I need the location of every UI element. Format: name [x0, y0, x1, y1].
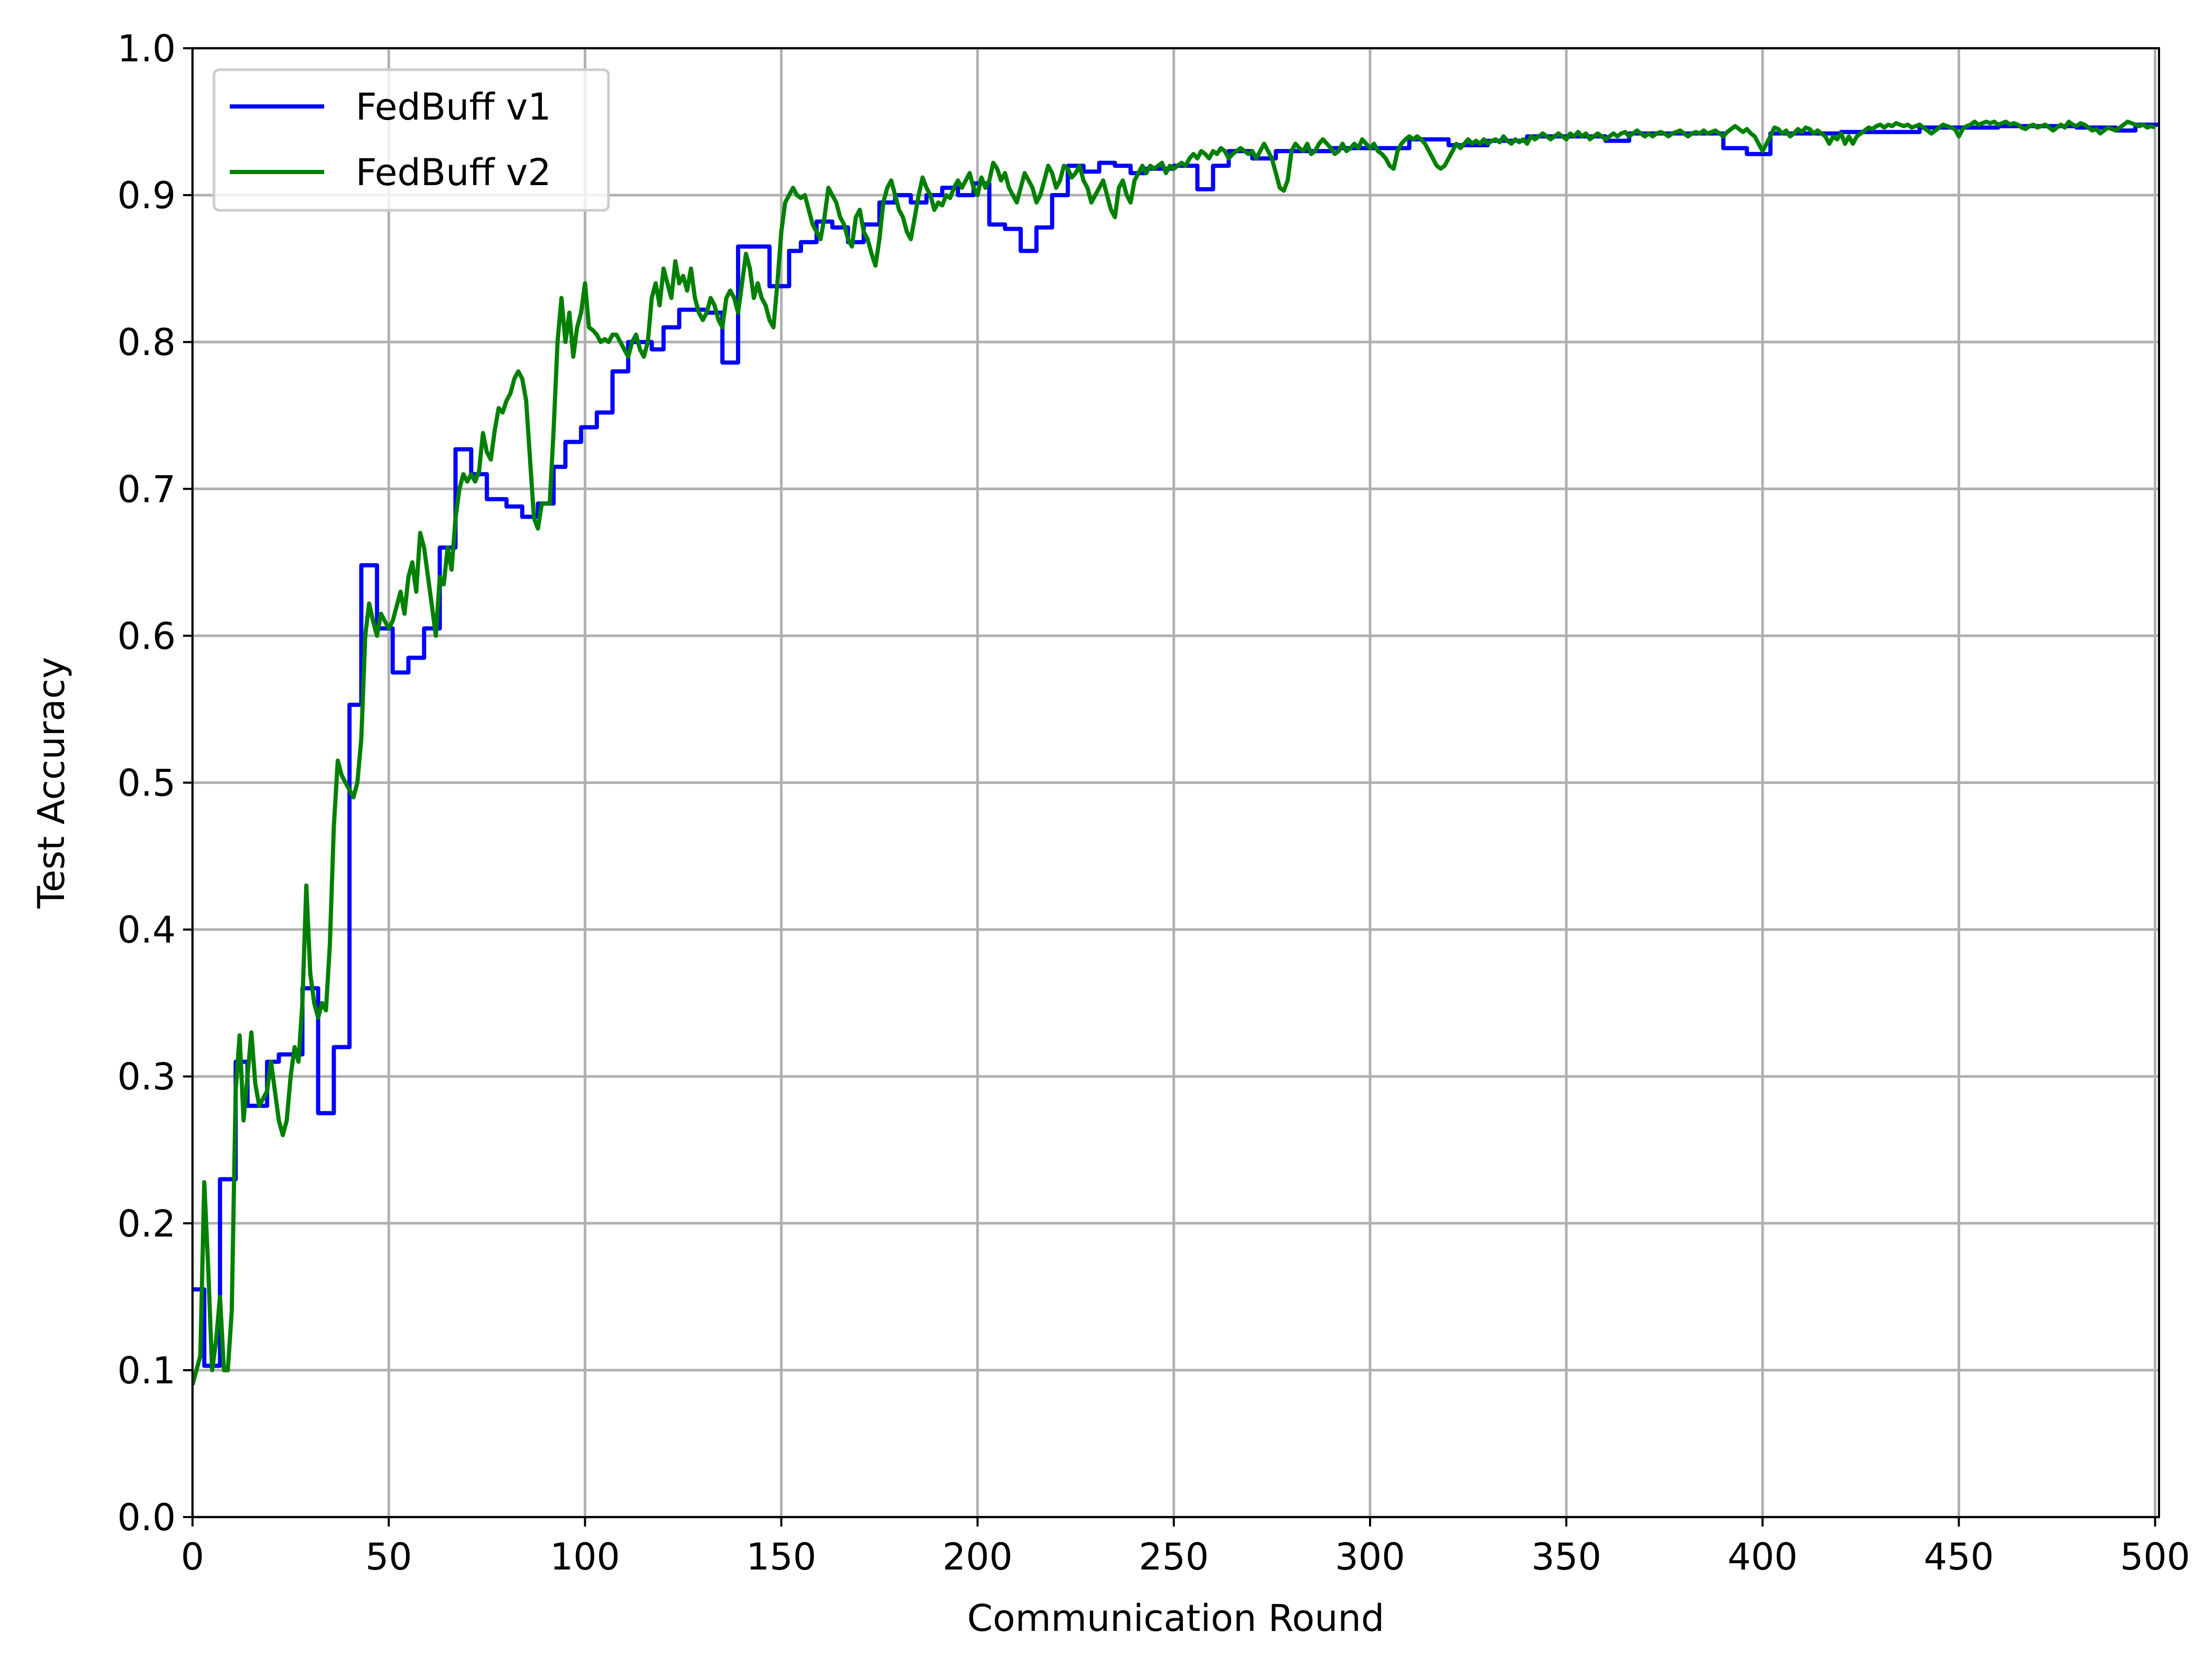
legend: FedBuff v1 FedBuff v2	[212, 68, 610, 212]
legend-label-fedbuff-v2: FedBuff v2	[356, 151, 551, 194]
x-tick-label: 150	[746, 1535, 817, 1578]
y-tick-label: 0.2	[117, 1202, 176, 1245]
plot-area	[193, 120, 2159, 1385]
x-tick-label: 0	[181, 1535, 205, 1578]
series-line-fedbuff-v2	[193, 120, 2156, 1385]
y-tick-label: 0.7	[117, 468, 176, 511]
y-tick-label: 0.5	[117, 762, 176, 805]
y-tick-label: 0.6	[117, 615, 176, 658]
x-tick-label: 100	[550, 1535, 620, 1578]
x-tick-label: 50	[366, 1535, 412, 1578]
y-tick-label: 0.9	[117, 174, 176, 217]
x-tick-label: 250	[1139, 1535, 1209, 1578]
y-tick-label: 0.0	[117, 1496, 176, 1539]
x-axis-title: Communication Round	[967, 1597, 1384, 1640]
y-tick-label: 0.4	[117, 909, 176, 952]
legend-label-fedbuff-v1: FedBuff v1	[356, 85, 551, 128]
axes: 0 50 100 150 200 250 300 350 400 450 500 0.0 0.1 0.2 0…	[117, 27, 2190, 1578]
x-tick-label: 450	[1924, 1535, 1994, 1578]
x-tick-label: 200	[943, 1535, 1013, 1578]
x-tick-label: 500	[2120, 1535, 2190, 1578]
x-tick-label: 350	[1531, 1535, 1601, 1578]
y-tick-label: 0.3	[117, 1056, 176, 1099]
y-tick-label: 0.8	[117, 321, 176, 364]
x-tick-label: 300	[1335, 1535, 1405, 1578]
x-tick-label: 400	[1727, 1535, 1798, 1578]
y-tick-label: 1.0	[117, 27, 176, 70]
y-axis-title: Test Accuracy	[30, 657, 73, 909]
y-tick-label: 0.1	[117, 1349, 176, 1392]
